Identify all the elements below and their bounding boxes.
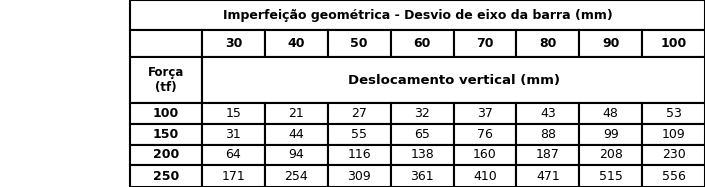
Bar <box>516 124 580 145</box>
Text: 208: 208 <box>599 148 623 162</box>
Bar <box>265 124 328 145</box>
Bar <box>130 30 202 57</box>
Text: 27: 27 <box>351 107 367 120</box>
Bar <box>642 103 705 124</box>
Text: 138: 138 <box>410 148 434 162</box>
Bar <box>391 103 453 124</box>
Bar <box>642 165 705 187</box>
Text: Deslocamento vertical (mm): Deslocamento vertical (mm) <box>348 73 560 87</box>
Bar <box>130 0 705 30</box>
Text: 76: 76 <box>477 128 493 141</box>
Bar <box>642 30 705 57</box>
Bar <box>130 124 202 145</box>
Text: 99: 99 <box>603 128 618 141</box>
Bar <box>391 30 453 57</box>
Text: 171: 171 <box>221 169 245 183</box>
Text: 254: 254 <box>284 169 308 183</box>
Text: 187: 187 <box>536 148 560 162</box>
Bar <box>453 103 516 124</box>
Text: 410: 410 <box>473 169 497 183</box>
Bar <box>516 165 580 187</box>
Text: 200: 200 <box>153 148 179 162</box>
Text: 40: 40 <box>288 37 305 50</box>
Text: 21: 21 <box>288 107 304 120</box>
Text: 44: 44 <box>288 128 304 141</box>
Text: 90: 90 <box>602 37 620 50</box>
Text: 100: 100 <box>153 107 179 120</box>
Text: 94: 94 <box>288 148 304 162</box>
Bar <box>642 124 705 145</box>
Bar <box>328 103 391 124</box>
Bar <box>130 57 202 103</box>
Text: 50: 50 <box>350 37 368 50</box>
Bar <box>580 165 642 187</box>
Bar <box>516 145 580 165</box>
Text: 64: 64 <box>226 148 241 162</box>
Text: 70: 70 <box>476 37 494 50</box>
Bar <box>265 103 328 124</box>
Text: 60: 60 <box>413 37 431 50</box>
Bar <box>580 145 642 165</box>
Bar <box>642 145 705 165</box>
Bar <box>202 145 265 165</box>
Bar <box>453 30 516 57</box>
Bar <box>453 165 516 187</box>
Text: 65: 65 <box>414 128 430 141</box>
Text: 53: 53 <box>666 107 682 120</box>
Text: 43: 43 <box>540 107 556 120</box>
Text: 15: 15 <box>226 107 241 120</box>
Text: 160: 160 <box>473 148 497 162</box>
Text: 150: 150 <box>153 128 179 141</box>
Bar <box>328 30 391 57</box>
Text: 471: 471 <box>536 169 560 183</box>
Bar <box>130 165 202 187</box>
Text: 230: 230 <box>662 148 685 162</box>
Text: 88: 88 <box>540 128 556 141</box>
Bar <box>328 124 391 145</box>
Bar <box>202 165 265 187</box>
Bar <box>580 103 642 124</box>
Bar <box>453 124 516 145</box>
Text: 309: 309 <box>348 169 371 183</box>
Bar <box>265 145 328 165</box>
Text: 361: 361 <box>410 169 434 183</box>
Bar <box>580 30 642 57</box>
Bar <box>516 30 580 57</box>
Bar <box>391 124 453 145</box>
Text: 109: 109 <box>662 128 685 141</box>
Bar <box>202 30 265 57</box>
Bar <box>202 103 265 124</box>
Bar <box>516 103 580 124</box>
Text: 31: 31 <box>226 128 241 141</box>
Bar <box>391 145 453 165</box>
Text: 250: 250 <box>153 169 179 183</box>
Text: 48: 48 <box>603 107 618 120</box>
Text: 37: 37 <box>477 107 493 120</box>
Text: Força
(tf): Força (tf) <box>148 66 184 94</box>
Bar <box>265 165 328 187</box>
Bar <box>580 124 642 145</box>
Text: Imperfeição geométrica - Desvio de eixo da barra (mm): Imperfeição geométrica - Desvio de eixo … <box>223 8 613 22</box>
Text: 30: 30 <box>225 37 242 50</box>
Bar <box>202 124 265 145</box>
Text: 515: 515 <box>599 169 623 183</box>
Bar <box>265 30 328 57</box>
Text: 116: 116 <box>348 148 371 162</box>
Text: 32: 32 <box>415 107 430 120</box>
Bar <box>328 145 391 165</box>
Text: 55: 55 <box>351 128 367 141</box>
Bar <box>453 145 516 165</box>
Bar <box>328 165 391 187</box>
Bar <box>130 145 202 165</box>
Bar <box>202 57 705 103</box>
Text: 100: 100 <box>661 37 687 50</box>
Bar <box>391 165 453 187</box>
Text: 80: 80 <box>539 37 556 50</box>
Text: 556: 556 <box>661 169 685 183</box>
Bar <box>130 103 202 124</box>
